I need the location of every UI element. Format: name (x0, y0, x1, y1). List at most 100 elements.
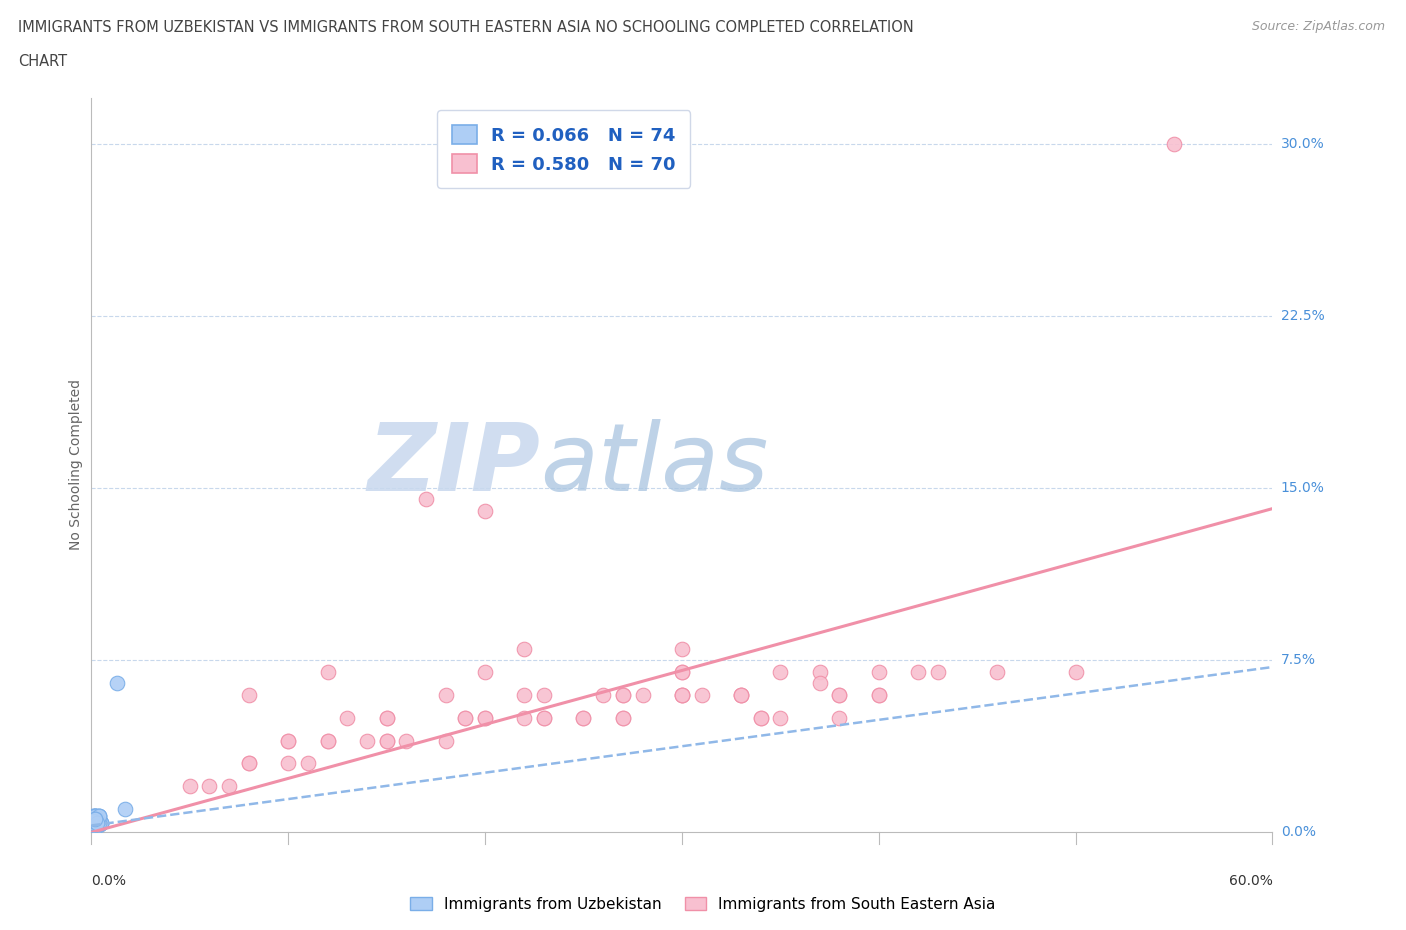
Point (89, 809, 111, 824)
Point (84, 811, 107, 826)
Point (179, 779, 201, 794)
Point (90, 816, 112, 830)
Point (769, 664, 792, 679)
Point (86, 816, 108, 830)
Point (82, 811, 104, 826)
Point (82, 814, 104, 829)
Point (84, 811, 107, 826)
Point (82, 809, 104, 824)
Point (86, 814, 108, 829)
Point (89, 814, 111, 829)
Point (572, 711, 595, 725)
Point (89, 814, 111, 829)
Text: Source: ZipAtlas.com: Source: ZipAtlas.com (1251, 20, 1385, 33)
Point (84, 816, 107, 830)
Point (1064, 664, 1087, 679)
Point (114, 802, 136, 817)
Point (86, 811, 108, 826)
Point (612, 711, 634, 725)
Point (434, 733, 457, 748)
Point (86, 816, 108, 830)
Point (375, 711, 398, 725)
Point (316, 733, 339, 748)
Point (82, 818, 104, 833)
Point (671, 664, 693, 679)
Point (86, 811, 108, 826)
Legend: Immigrants from Uzbekistan, Immigrants from South Eastern Asia: Immigrants from Uzbekistan, Immigrants f… (405, 890, 1001, 918)
Legend: R = 0.066   N = 74, R = 0.580   N = 70: R = 0.066 N = 74, R = 0.580 N = 70 (437, 111, 690, 188)
Point (89, 816, 111, 830)
Point (89, 816, 111, 830)
Point (82, 809, 104, 824)
Point (533, 711, 555, 725)
Text: IMMIGRANTS FROM UZBEKISTAN VS IMMIGRANTS FROM SOUTH EASTERN ASIA NO SCHOOLING CO: IMMIGRANTS FROM UZBEKISTAN VS IMMIGRANTS… (18, 20, 914, 35)
Point (808, 664, 831, 679)
Point (434, 687, 457, 702)
Point (82, 814, 104, 829)
Point (89, 816, 111, 830)
Point (84, 811, 107, 826)
Point (375, 733, 398, 748)
Point (90, 816, 112, 830)
Point (612, 711, 634, 725)
Point (1163, 136, 1185, 151)
Point (671, 687, 693, 702)
Point (238, 756, 260, 771)
Point (89, 816, 111, 830)
Point (749, 711, 772, 725)
Y-axis label: No Schooling Completed: No Schooling Completed (69, 379, 83, 551)
Point (277, 756, 299, 771)
Point (730, 687, 752, 702)
Text: 0.0%: 0.0% (1281, 825, 1316, 840)
Point (82, 816, 104, 830)
Point (336, 711, 359, 725)
Point (89, 809, 111, 824)
Point (82, 816, 104, 830)
Point (84, 809, 107, 824)
Point (533, 711, 555, 725)
Point (592, 687, 614, 702)
Point (90, 816, 112, 830)
Point (90, 816, 112, 830)
Point (907, 664, 929, 679)
Point (86, 816, 108, 830)
Point (533, 687, 555, 702)
Point (86, 814, 108, 829)
Text: 7.5%: 7.5% (1281, 653, 1316, 667)
Point (82, 811, 104, 826)
Point (84, 809, 107, 824)
Point (89, 809, 111, 824)
Point (238, 756, 260, 771)
Point (86, 816, 108, 830)
Point (513, 711, 536, 725)
Point (631, 687, 654, 702)
Point (927, 664, 949, 679)
Point (84, 811, 107, 826)
Point (84, 816, 107, 830)
Text: atlas: atlas (540, 419, 769, 511)
Point (277, 733, 299, 748)
Point (828, 711, 851, 725)
Point (89, 814, 111, 829)
Point (89, 814, 111, 829)
Point (89, 818, 111, 833)
Point (671, 664, 693, 679)
Point (82, 811, 104, 826)
Point (86, 811, 108, 826)
Point (86, 814, 108, 829)
Point (84, 811, 107, 826)
Point (86, 814, 108, 829)
Point (86, 814, 108, 829)
Point (86, 809, 108, 824)
Text: CHART: CHART (18, 54, 67, 69)
Text: 60.0%: 60.0% (1229, 873, 1272, 887)
Point (868, 664, 890, 679)
Point (86, 816, 108, 830)
Point (868, 687, 890, 702)
Point (82, 816, 104, 830)
Point (749, 711, 772, 725)
Point (277, 733, 299, 748)
Text: 30.0%: 30.0% (1281, 137, 1324, 151)
Text: ZIP: ZIP (367, 419, 540, 511)
Point (82, 814, 104, 829)
